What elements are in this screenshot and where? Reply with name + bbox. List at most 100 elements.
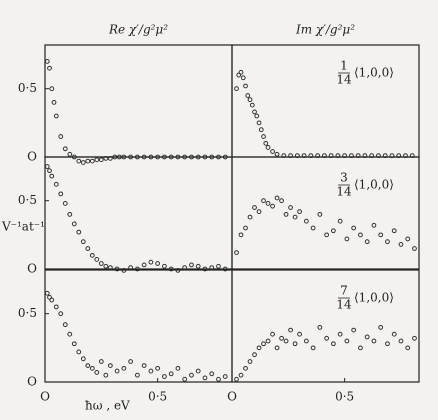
data-point [270, 331, 275, 337]
data-point [128, 359, 134, 364]
data-point [44, 290, 50, 296]
data-point [175, 365, 181, 371]
y-tick-label: O [27, 262, 37, 276]
data-point [236, 72, 242, 78]
data-point [49, 297, 55, 303]
data-point [53, 181, 59, 187]
data-point [47, 294, 52, 300]
data-point [103, 263, 109, 269]
data-point [53, 304, 59, 310]
data-point [47, 65, 52, 71]
data-point [114, 368, 120, 374]
data-point [44, 164, 50, 169]
data-point [412, 246, 417, 251]
data-point [243, 365, 248, 371]
data-point [189, 262, 194, 268]
data-point [67, 211, 73, 217]
data-point [412, 335, 417, 341]
data-point [398, 338, 404, 344]
data-point [317, 324, 323, 330]
x-axis-label: ħω , eV [85, 399, 130, 413]
annotation-denominator: 14 [336, 298, 352, 312]
data-point [364, 334, 370, 340]
data-point [317, 211, 323, 217]
data-point [148, 368, 154, 374]
data-point [76, 229, 82, 235]
data-point [71, 221, 77, 227]
data-point [168, 266, 174, 272]
data-point [238, 69, 244, 75]
data-point [256, 209, 262, 215]
data-point [85, 246, 91, 251]
data-point [391, 331, 397, 337]
data-point [195, 368, 201, 374]
data-point [141, 363, 147, 369]
data-point [283, 338, 289, 344]
data-point [283, 211, 289, 217]
data-point [337, 331, 343, 337]
data-point [258, 127, 264, 133]
data-point [279, 198, 284, 204]
data-point [256, 120, 262, 126]
data-point [89, 252, 95, 258]
data-point [274, 345, 280, 351]
data-point [252, 352, 257, 358]
data-point [80, 239, 86, 245]
data-point [98, 261, 104, 266]
data-point [371, 222, 377, 228]
x-tick-label: 0·5 [148, 390, 167, 404]
data-point [85, 158, 91, 164]
data-point [51, 99, 57, 105]
data-point [358, 232, 363, 238]
data-point [53, 113, 59, 119]
data-point [114, 266, 120, 272]
panel-frame [44, 44, 233, 158]
data-point [288, 205, 293, 210]
y-tick-label: 0·5 [18, 193, 37, 207]
data-point [249, 102, 255, 108]
data-point [245, 93, 251, 98]
y-tick-label: 0·5 [18, 306, 37, 320]
data-point [222, 374, 228, 379]
data-point [270, 149, 275, 154]
data-point [310, 345, 316, 351]
data-point [44, 58, 50, 64]
data-point [351, 225, 357, 231]
y-axis-label: V⁻¹at⁻¹ [1, 220, 45, 234]
data-point [49, 173, 55, 179]
data-point [202, 266, 208, 272]
data-point [98, 359, 104, 364]
data-point [209, 371, 215, 377]
data-point [261, 198, 266, 204]
data-point [252, 205, 257, 210]
x-tick-label: 0·5 [335, 390, 354, 404]
data-point [76, 349, 82, 355]
data-point [162, 263, 167, 269]
data-point [292, 214, 298, 220]
data-point [351, 327, 357, 333]
data-point [58, 311, 64, 317]
data-point [234, 250, 239, 256]
data-point [261, 341, 266, 347]
data-point [378, 324, 384, 330]
data-point [80, 356, 86, 362]
data-point [256, 345, 262, 351]
panel-frame [44, 269, 233, 383]
data-point [243, 225, 248, 231]
data-point [222, 266, 228, 272]
data-point [49, 86, 55, 92]
data-point [134, 372, 140, 378]
data-point [202, 375, 208, 381]
data-point [358, 345, 363, 351]
data-point [121, 365, 127, 371]
data-point [263, 140, 269, 146]
data-point [252, 109, 257, 115]
data-point [265, 201, 271, 206]
data-point [216, 263, 221, 269]
annotation-numerator: 3 [340, 171, 348, 185]
data-point [247, 359, 253, 364]
data-point [67, 151, 73, 157]
data-point [265, 145, 271, 150]
data-point [76, 158, 82, 164]
data-point [288, 327, 293, 333]
